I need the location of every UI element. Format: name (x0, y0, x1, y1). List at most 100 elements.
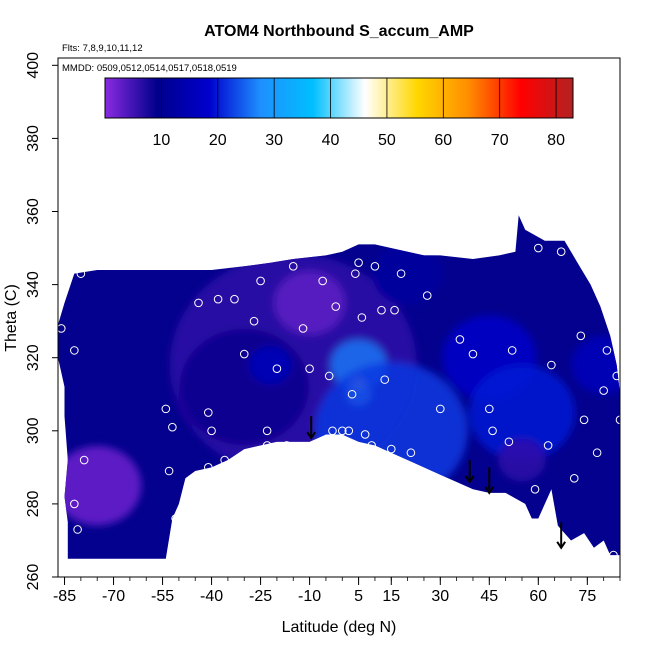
obs-point (592, 448, 602, 458)
colorbar-tick-label: 10 (152, 132, 170, 149)
colorbar-tick-label: 50 (378, 132, 396, 149)
obs-point (288, 262, 298, 271)
obs-point (298, 324, 308, 333)
obs-point (547, 360, 556, 370)
obs-point (543, 441, 553, 450)
colorbar-gradient (104, 77, 574, 119)
obs-point (530, 484, 540, 494)
obs-point (79, 455, 89, 465)
plot-frame (57, 57, 621, 578)
obs-point (422, 291, 432, 300)
obs-point (239, 349, 249, 359)
obs-point (305, 364, 314, 373)
x-tick-label: -40 (200, 588, 223, 605)
obs-point (249, 316, 259, 326)
obs-point (534, 243, 543, 253)
obs-point (504, 437, 514, 447)
y-tick-label: 380 (25, 125, 42, 152)
flights-label: Flts: 7,8,9,10,11,12 (62, 43, 143, 54)
obs-point (194, 298, 203, 308)
obs-point (377, 305, 386, 315)
y-tick-label: 260 (25, 564, 42, 591)
obs-point (351, 269, 360, 278)
obs-point (586, 547, 595, 556)
obs-point (354, 258, 363, 267)
field-blob (372, 241, 443, 306)
y-tick-label: 320 (25, 344, 42, 371)
obs-point (556, 247, 566, 257)
obs-point (488, 426, 497, 436)
x-tick-label: 75 (578, 588, 596, 605)
colorbar-tick-label: 20 (209, 132, 227, 149)
x-tick-label: -70 (102, 588, 125, 605)
x-tick-label: 60 (529, 588, 547, 605)
obs-point (602, 346, 612, 355)
obs-point (70, 499, 79, 509)
obs-point (347, 389, 357, 399)
obs-point (282, 441, 292, 450)
obs-point (569, 474, 579, 483)
x-tick-label: -85 (53, 588, 76, 605)
field-blob (571, 335, 620, 395)
obs-point (396, 269, 406, 278)
obs-point (161, 404, 171, 414)
obs-point (390, 305, 399, 315)
field-blob (274, 271, 345, 335)
obs-point (435, 404, 445, 414)
obs-point (455, 335, 465, 344)
field-blob (249, 345, 292, 385)
obs-point (318, 276, 327, 286)
field-blob (314, 361, 468, 500)
x-tick-label: 5 (354, 588, 363, 605)
down-arrow-icon (556, 522, 567, 550)
colorbar: 10 20 30 40 50 60 70 80 (104, 77, 574, 149)
field-blob (58, 445, 142, 526)
y-tick-label: 360 (25, 198, 42, 225)
obs-point (73, 525, 82, 534)
obs-point (344, 426, 354, 436)
field-blob (469, 364, 575, 461)
y-tick-label: 400 (25, 52, 42, 79)
obs-point (184, 499, 193, 509)
obs-point (230, 294, 239, 304)
y-axis-label: Theta (C) (3, 284, 20, 352)
obs-point (168, 422, 177, 432)
y-tick-label: 280 (25, 490, 42, 517)
obs-point (507, 346, 517, 355)
obs-point (331, 302, 341, 311)
x-tick-label: 30 (431, 588, 449, 605)
obs-point (213, 294, 223, 304)
obs-point (70, 346, 79, 355)
x-tick-label: 45 (480, 588, 498, 605)
observation-points (56, 243, 625, 560)
down-arrow-icon (484, 467, 495, 495)
obs-point (220, 455, 229, 465)
obs-point (204, 463, 213, 472)
obs-point (204, 408, 213, 417)
obs-point (207, 426, 216, 436)
obs-point (579, 415, 589, 425)
colorbar-tick-label: 80 (547, 132, 565, 149)
field-blob (498, 438, 546, 482)
x-axis-label: Latitude (deg N) (282, 619, 397, 636)
obs-point (576, 331, 586, 341)
colorbar-tick-label: 70 (491, 132, 509, 149)
obs-point (380, 375, 390, 384)
chart-title: ATOM4 Northbound S_accum_AMP (204, 23, 474, 40)
obs-point (367, 441, 376, 450)
colorbar-tick-label: 30 (265, 132, 283, 149)
obs-point (262, 426, 272, 436)
obs-point (370, 262, 380, 271)
obs-point (164, 466, 174, 476)
obs-point (599, 386, 608, 395)
down-arrow-icon (306, 416, 317, 440)
x-axis: -85 -70 -55 -40 -25 -10 5 15 30 45 60 75 (53, 577, 621, 605)
obs-point (76, 269, 86, 278)
x-tick-label: -55 (151, 588, 174, 605)
mmdd-label: MMDD: 0509,0512,0514,0517,0518,0519 (62, 63, 237, 74)
colorbar-tick-label: 40 (322, 132, 340, 149)
obs-point (262, 441, 272, 450)
field-blob (179, 328, 309, 446)
y-axis: 260 280 300 320 340 360 380 400 (25, 52, 58, 590)
